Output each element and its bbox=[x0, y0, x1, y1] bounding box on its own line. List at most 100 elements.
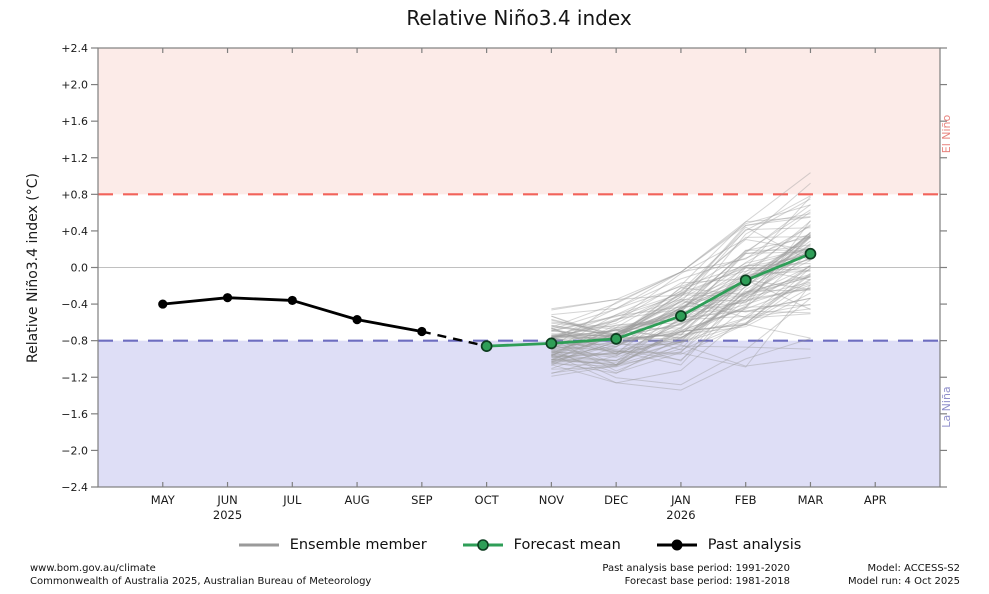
ensemble-line bbox=[551, 236, 811, 336]
plot-area: +2.4 +2.0 +1.6 +1.2 +0.8 +0.4 0.0 −0.4 −0.8 −1.2 −… bbox=[61, 42, 947, 522]
ensemble-line bbox=[551, 313, 811, 354]
ensemble-line bbox=[551, 279, 811, 363]
chart-title: Relative Niño3.4 index bbox=[406, 6, 631, 30]
ensemble-line bbox=[551, 292, 811, 339]
month-label: JUN bbox=[216, 493, 237, 507]
ensemble-member-swatch-icon bbox=[238, 543, 279, 547]
ensemble-line bbox=[551, 265, 811, 310]
legend-item-forecast-mean: Forecast mean bbox=[461, 537, 621, 553]
y-tick-label: +1.6 bbox=[61, 115, 88, 128]
ensemble-line bbox=[551, 273, 811, 366]
ensemble-line bbox=[551, 276, 811, 339]
forecast-mean-point bbox=[480, 340, 493, 353]
y-tick-label: +0.8 bbox=[61, 188, 88, 201]
ensemble-line bbox=[551, 338, 811, 372]
y-tick-label: +0.4 bbox=[61, 225, 88, 238]
month-label: MAY bbox=[151, 493, 176, 507]
ensemble-line bbox=[551, 345, 811, 374]
el-nino-band bbox=[98, 48, 940, 195]
ensemble-line bbox=[551, 216, 811, 351]
ensemble-line bbox=[551, 211, 811, 349]
forecast-mean-point bbox=[739, 274, 752, 287]
la-nina-band bbox=[98, 340, 940, 487]
ensemble-line bbox=[551, 226, 811, 360]
ensemble-line bbox=[551, 195, 811, 328]
month-label: SEP bbox=[411, 493, 433, 507]
y-tick-label: +2.0 bbox=[61, 79, 88, 92]
forecast-mean-point bbox=[610, 332, 623, 345]
month-label: AUG bbox=[344, 493, 369, 507]
ensemble-line bbox=[551, 275, 811, 364]
y-tick-label: −1.2 bbox=[61, 371, 88, 384]
ensemble-line bbox=[551, 323, 811, 350]
past-analysis-point bbox=[352, 315, 362, 325]
ensemble-line bbox=[551, 227, 811, 338]
ensemble-line bbox=[551, 297, 811, 361]
ensemble-line bbox=[551, 338, 811, 391]
ensemble-line bbox=[551, 250, 811, 361]
ensemble-line bbox=[551, 234, 811, 332]
past-analysis-point bbox=[222, 293, 233, 303]
ensemble-line bbox=[551, 220, 811, 358]
ensemble-line bbox=[551, 236, 811, 366]
ensemble-line bbox=[551, 256, 811, 355]
footer-model: Model: ACCESS-S2 bbox=[867, 563, 960, 574]
forecast-mean-swatch-icon bbox=[462, 539, 503, 551]
footer-forecast-base-period: Forecast base period: 1981-2018 bbox=[624, 576, 790, 587]
ensemble-line bbox=[551, 238, 811, 339]
ensemble-line bbox=[551, 288, 811, 357]
y-tick-label: −2.4 bbox=[61, 481, 88, 494]
ensemble-line bbox=[551, 259, 811, 340]
ensemble-line bbox=[551, 247, 811, 339]
past-analysis-point bbox=[158, 299, 168, 309]
past-to-forecast-dashed-line bbox=[421, 330, 487, 348]
footer-model-block: Model: ACCESS-S2 Model run: 4 Oct 2025 bbox=[848, 562, 960, 588]
past-analysis-point bbox=[287, 295, 297, 306]
ensemble-line bbox=[551, 172, 811, 311]
ensemble-line bbox=[551, 244, 811, 369]
la-nina-region-label: La Niña bbox=[940, 386, 953, 427]
ensemble-line bbox=[551, 204, 811, 328]
y-tick-label: +2.4 bbox=[61, 42, 88, 55]
y-tick-label: −2.0 bbox=[61, 444, 88, 457]
forecast-mean-point bbox=[545, 337, 558, 350]
y-tick-label: 0.0 bbox=[71, 262, 89, 275]
ensemble-line bbox=[551, 289, 811, 344]
ensemble-line bbox=[551, 258, 811, 355]
month-label: OCT bbox=[475, 493, 500, 507]
year-label: 2025 bbox=[213, 508, 242, 522]
footer-past-base-period: Past analysis base period: 1991-2020 bbox=[602, 563, 790, 574]
month-label: NOV bbox=[539, 493, 564, 507]
year-label: 2026 bbox=[666, 508, 695, 522]
ensemble-line bbox=[551, 235, 811, 330]
ensemble-line bbox=[551, 282, 811, 355]
ensemble-line bbox=[551, 281, 811, 341]
ensemble-line bbox=[551, 231, 811, 340]
month-label: APR bbox=[864, 493, 887, 507]
legend-item-past-analysis: Past analysis bbox=[655, 537, 801, 553]
ensemble-line bbox=[551, 274, 811, 351]
y-tick-label: −1.6 bbox=[61, 408, 88, 421]
chart-page: Relative Niño3.4 index Relative Niño3.4 … bbox=[25, 6, 960, 587]
ensemble-line bbox=[551, 279, 811, 362]
ensemble-line bbox=[551, 252, 811, 367]
ensemble-line bbox=[551, 270, 811, 338]
ensemble-line bbox=[551, 236, 811, 337]
past-analysis-point bbox=[417, 326, 427, 337]
month-label: DEC bbox=[604, 493, 628, 507]
ensemble-line bbox=[551, 237, 811, 354]
ensemble-line bbox=[551, 284, 811, 368]
nino34-forecast-chart: Relative Niño3.4 index Relative Niño3.4 … bbox=[25, 6, 953, 522]
footer-copyright: Commonwealth of Australia 2025, Australi… bbox=[30, 576, 372, 587]
y-tick-label: +1.2 bbox=[61, 152, 88, 165]
ensemble-line bbox=[551, 249, 811, 370]
el-nino-region-label: El Niño bbox=[940, 114, 953, 153]
y-axis-label: Relative Niño3.4 index (°C) bbox=[25, 173, 41, 363]
ensemble-line bbox=[551, 299, 811, 355]
ensemble-line bbox=[551, 255, 811, 332]
legend-label-ensemble: Ensemble member bbox=[289, 537, 427, 553]
ensemble-line bbox=[551, 264, 811, 361]
ensemble-line bbox=[551, 220, 811, 341]
ensemble-line bbox=[551, 216, 811, 340]
month-label: MAR bbox=[798, 493, 824, 507]
